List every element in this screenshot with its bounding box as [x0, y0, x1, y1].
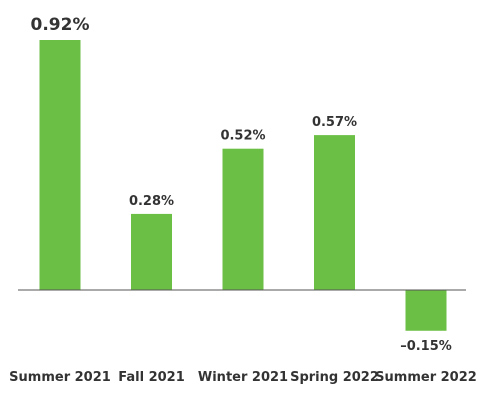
- bar-fall-2021: [131, 213, 172, 290]
- value-labels-layer: 0.92% 0.28% 0.52% 0.57% –0.15%: [31, 15, 452, 354]
- bar-winter-2021: [222, 148, 264, 290]
- value-label-winter-2021: 0.52%: [220, 129, 265, 144]
- value-label-spring-2022: 0.57%: [312, 115, 357, 130]
- value-label-summer-2021: 0.92%: [31, 15, 90, 35]
- value-label-fall-2021: 0.28%: [129, 194, 174, 209]
- category-label-summer-2022: Summer 2022: [375, 370, 477, 385]
- category-label-winter-2021: Winter 2021: [198, 370, 288, 385]
- category-label-summer-2021: Summer 2021: [9, 370, 111, 385]
- category-label-spring-2022: Spring 2022: [290, 370, 379, 385]
- bars-layer: [39, 40, 447, 331]
- category-labels-layer: Summer 2021 Fall 2021 Winter 2021 Spring 20…: [9, 370, 477, 385]
- value-label-summer-2022: –0.15%: [400, 339, 452, 354]
- bar-summer-2022: [405, 290, 447, 331]
- bar-spring-2022: [314, 135, 355, 290]
- bar-summer-2021: [39, 40, 81, 290]
- category-label-fall-2021: Fall 2021: [118, 370, 185, 385]
